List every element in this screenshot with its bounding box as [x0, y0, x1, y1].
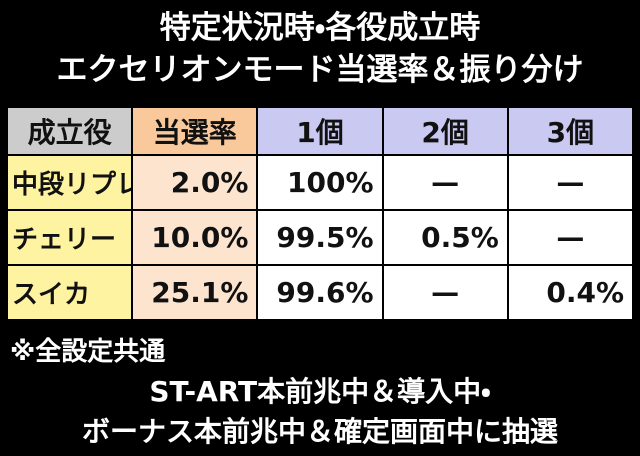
header-cell: 成立役	[5, 106, 134, 156]
table-row: スイカ 25.1% 99.6% —0.4%	[5, 264, 635, 321]
header-cell: 1個	[256, 106, 384, 156]
footer-line: ボーナス本前兆中＆確定画面中に抽選	[81, 415, 558, 448]
footer-line: ST-ART本前兆中＆導入中・	[149, 375, 491, 408]
table-row: 中段リプレイ2.0%100%——	[5, 154, 635, 211]
table-cell: 0.5%	[381, 209, 509, 266]
table-cell: 2.0%	[131, 154, 259, 211]
table-cell: —	[381, 154, 509, 211]
table-cell: 0.4%	[506, 264, 635, 321]
title-line: 特定状況時・各役成立時	[159, 10, 481, 46]
row-label: スイカ	[5, 264, 134, 321]
header-cell: 2個	[381, 106, 509, 156]
row-label: 中段リプレイ	[5, 154, 134, 211]
header-cell: 当選率	[131, 106, 259, 156]
row-label: チェリー	[5, 209, 134, 266]
table-cell: —	[381, 264, 509, 321]
table-row: チェリー 10.0% 99.5% 0.5% —	[5, 209, 635, 266]
rate-table: 成立役当選率1個2個3個中段リプレイ2.0%100%——チェリー10.0%99.…	[5, 106, 635, 321]
header-cell: 3個	[506, 106, 635, 156]
table-cell: 99.5%	[256, 209, 384, 266]
table-cell: 100%	[256, 154, 384, 211]
table-cell: 25.1%	[131, 264, 259, 321]
footer-note: ※全設定共通	[10, 337, 166, 367]
table-cell: 99.6%	[256, 264, 384, 321]
header-row: 成立役 当選率 1個 2個 3個	[5, 106, 635, 156]
table-cell: —	[506, 209, 635, 266]
table-cell: 10.0%	[131, 209, 259, 266]
table-cell: —	[506, 154, 635, 211]
title-line: エクセリオンモード当選率＆振り分け	[56, 52, 584, 88]
